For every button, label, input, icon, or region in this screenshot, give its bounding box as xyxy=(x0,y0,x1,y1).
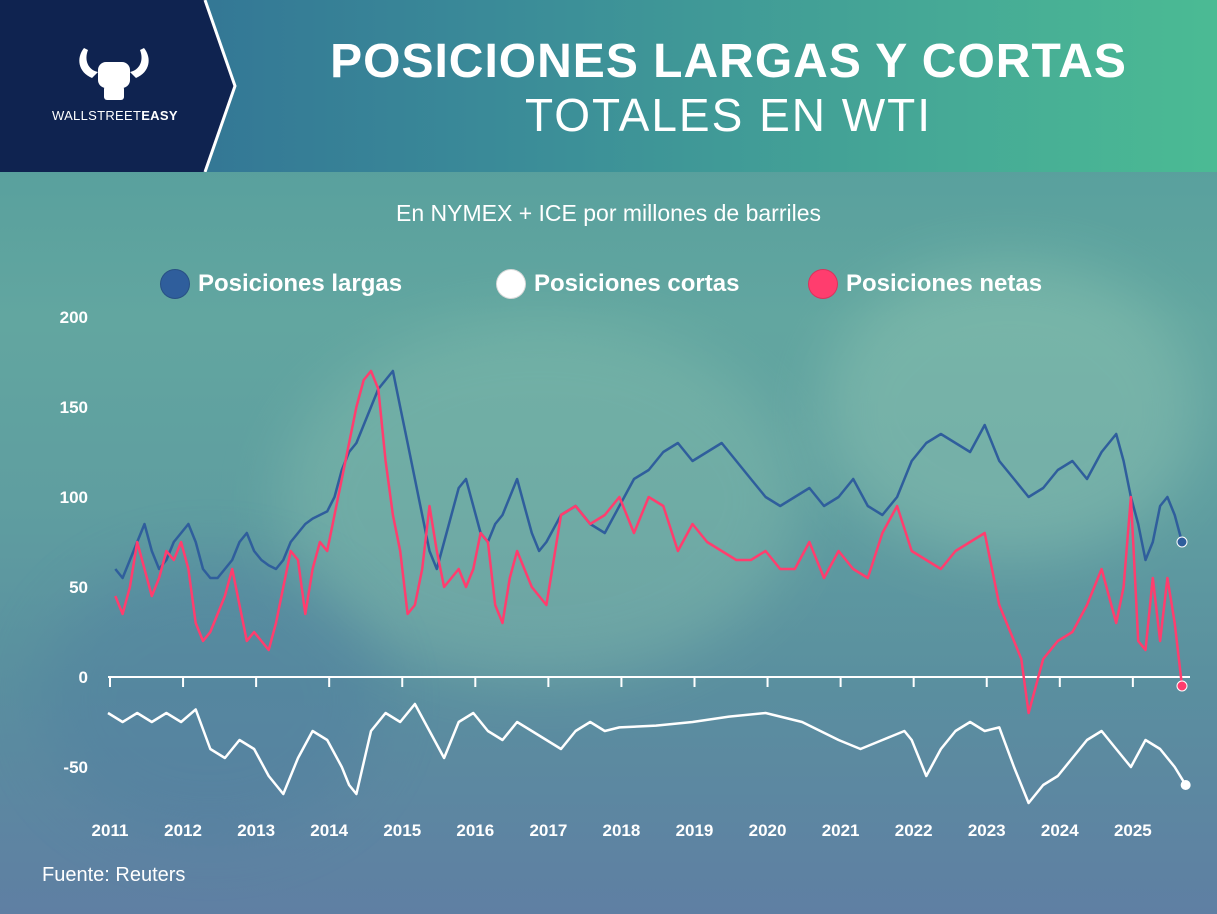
series-line-short xyxy=(107,702,1187,805)
series-line-long xyxy=(114,369,1184,580)
y-tick-label: 100 xyxy=(60,488,88,507)
legend-item-net: Posiciones netas xyxy=(808,268,1042,300)
legend-label-long: Posiciones largas xyxy=(198,270,403,297)
logo-panel xyxy=(0,0,237,172)
legend-dot-short xyxy=(496,269,526,299)
x-tick-label: 2017 xyxy=(529,821,567,840)
series-end-point-net xyxy=(1176,680,1188,692)
series-line-net xyxy=(114,369,1184,715)
y-tick-label: 0 xyxy=(79,668,88,687)
x-tick-label: 2022 xyxy=(895,821,933,840)
legend-label-net: Posiciones netas xyxy=(846,270,1043,297)
x-tick-label: 2015 xyxy=(383,821,421,840)
x-tick-label: 2024 xyxy=(1041,821,1079,840)
x-tick-label: 2012 xyxy=(164,821,202,840)
x-tick-label: 2023 xyxy=(968,821,1006,840)
x-tick-label: 2011 xyxy=(92,821,129,840)
x-tick-label: 2025 xyxy=(1114,821,1152,840)
legend-dot-net xyxy=(808,269,838,299)
header-banner: WALLSTREETEASY POSICIONES LARGAS Y CORTA… xyxy=(0,0,1217,172)
series-end-point-long xyxy=(1176,536,1188,548)
y-tick-label: 50 xyxy=(69,578,88,597)
background-glow xyxy=(820,260,1200,560)
x-tick-label: 2020 xyxy=(749,821,787,840)
chart-subtitle: En NYMEX + ICE por millones de barriles xyxy=(395,200,822,226)
series-end-point-short xyxy=(1180,780,1191,790)
legend-dot-long xyxy=(160,269,190,299)
brand-name: WALLSTREETEASY xyxy=(52,108,178,123)
title-line-2: TOTALES EN WTI xyxy=(524,89,933,141)
legend-label-short: Posiciones cortas xyxy=(534,270,740,297)
bull-fist-icon xyxy=(79,48,149,100)
x-tick-label: 2018 xyxy=(603,821,641,840)
x-tick-label: 2014 xyxy=(310,821,348,840)
legend-item-long: Posiciones largas xyxy=(160,268,402,300)
y-tick-label: -50 xyxy=(63,758,88,777)
background-glow xyxy=(40,560,380,840)
title-line-1: POSICIONES LARGAS Y CORTAS xyxy=(330,35,1127,88)
legend-item-short: Posiciones cortas xyxy=(496,268,739,300)
y-tick-label: 150 xyxy=(60,398,88,417)
y-tick-label: 200 xyxy=(60,308,88,327)
x-tick-label: 2021 xyxy=(822,821,860,840)
x-tick-label: 2016 xyxy=(456,821,494,840)
source-note: Fuente: Reuters xyxy=(42,864,186,886)
x-tick-label: 2013 xyxy=(237,821,275,840)
x-tick-label: 2019 xyxy=(676,821,714,840)
background-glow xyxy=(280,320,800,680)
